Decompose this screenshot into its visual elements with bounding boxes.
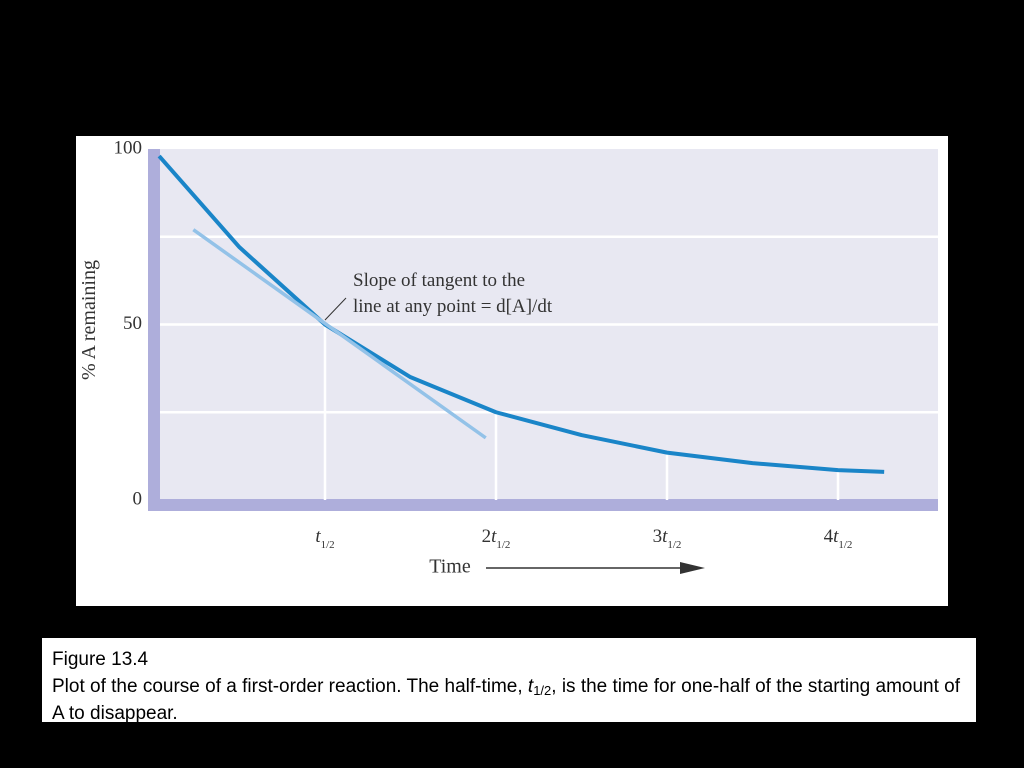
- y-axis: [148, 149, 160, 510]
- caption-text-part: , is the time for one-half of the starti…: [52, 676, 960, 724]
- x-tick-label: 2t1/2: [482, 526, 511, 551]
- x-tick-label: 4t1/2: [824, 526, 853, 551]
- caption-symbol: t: [527, 676, 534, 697]
- chart: % A remaining Time Slope of tangent to t…: [76, 136, 948, 606]
- time-arrowhead: [680, 562, 705, 574]
- x-axis-label: Time: [429, 556, 471, 578]
- y-axis-label: % A remaining: [78, 260, 100, 380]
- caption: Figure 13.4 Plot of the course of a firs…: [42, 638, 976, 724]
- series-line: [192, 228, 487, 440]
- caption-text-part: Plot of the course of a first-order reac…: [52, 676, 528, 697]
- caption-subscript: 1/2: [533, 683, 552, 698]
- y-tick-label: 0: [133, 488, 143, 509]
- series-line: [157, 154, 885, 474]
- annotation: Slope of tangent to the: [353, 270, 525, 291]
- caption-text: Plot of the course of a first-order reac…: [52, 673, 966, 727]
- x-axis: [148, 499, 938, 511]
- annotation-pointer: [324, 297, 347, 321]
- plot-area: [148, 149, 938, 510]
- caption-title: Figure 13.4: [52, 649, 149, 670]
- y-tick-label: 100: [114, 137, 143, 158]
- y-tick-label: 50: [123, 313, 142, 334]
- annotation: line at any point = d[A]/dt: [353, 296, 553, 317]
- x-tick-label: t1/2: [315, 526, 334, 551]
- x-tick-label: 3t1/2: [653, 526, 682, 551]
